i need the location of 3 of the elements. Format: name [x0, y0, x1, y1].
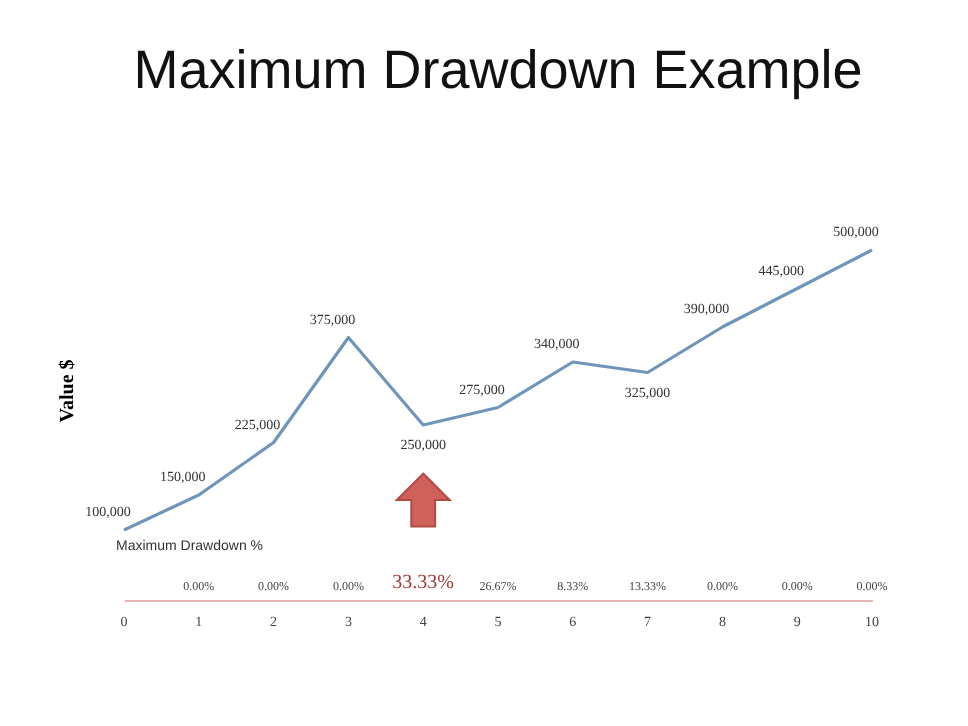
y-axis-title: Value $: [57, 359, 79, 423]
text: 33.33%: [392, 572, 455, 594]
chart-title: Maximum Drawdown Example: [133, 40, 863, 100]
